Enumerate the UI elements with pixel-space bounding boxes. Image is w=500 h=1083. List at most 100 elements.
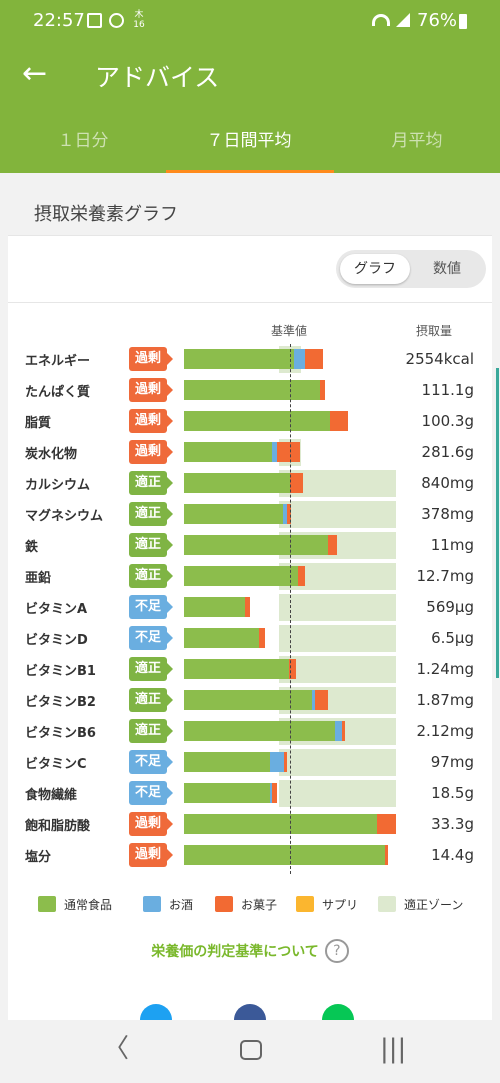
nutrient-name: ビタミンA [25, 602, 88, 617]
status-badge: 過剰 [129, 843, 173, 867]
intake-value: 18.5g [431, 784, 474, 802]
legend-sweets-swatch [215, 896, 233, 912]
nutrient-row: 塩分 過剰 14.4g [8, 840, 492, 871]
nutrient-name: 脂質 [25, 416, 52, 431]
bar-segment-food [184, 442, 272, 462]
nutrient-name: ビタミンB2 [25, 695, 96, 710]
nutrient-name: ビタミンD [25, 633, 88, 648]
nutrient-row: ビタミンA 不足 569μg [8, 592, 492, 623]
status-time: 22:57 [33, 10, 85, 31]
intake-value: 2554kcal [405, 350, 474, 368]
tab-daily[interactable]: １日分 [57, 131, 109, 151]
help-icon[interactable]: ? [324, 939, 349, 963]
legend-food-swatch [38, 896, 56, 912]
nav-back-icon[interactable]: 〈 [103, 1034, 130, 1064]
bar-segment-sweets [245, 597, 250, 617]
card-title: 摂取栄養素グラフ [34, 204, 178, 225]
bar-segment-food [184, 814, 377, 834]
app-bar: ← アドバイス １日分 ７日間平均 月平均 [0, 38, 500, 173]
bar-segment-sweets [328, 535, 337, 555]
bar-segment-sweets [341, 721, 346, 741]
intake-value: 2.12mg [416, 722, 474, 740]
criteria-link[interactable]: 栄養価の判定基準について [151, 944, 319, 960]
nutrient-row: ビタミンB2 適正 1.87mg [8, 685, 492, 716]
nav-home-icon[interactable] [240, 1040, 262, 1060]
legend-alcohol-label: お酒 [169, 898, 194, 912]
wifi-icon [372, 14, 390, 26]
nutrient-row: 食物繊維 不足 18.5g [8, 778, 492, 809]
intake-value: 281.6g [421, 443, 474, 461]
bar-segment-food [184, 721, 335, 741]
reference-header: 基準値 [271, 324, 308, 338]
bar-segment-alcohol [334, 721, 342, 741]
status-badge: 適正 [129, 657, 173, 681]
graph-view-button[interactable]: グラフ [340, 254, 410, 284]
tab-7day-average[interactable]: ７日間平均 [206, 131, 292, 151]
nutrient-row: 脂質 過剰 100.3g [8, 406, 492, 437]
nutrient-row: ビタミンD 不足 6.5μg [8, 623, 492, 654]
bar-segment-food [184, 690, 313, 710]
back-arrow-icon[interactable]: ← [22, 56, 48, 91]
criteria-info[interactable]: 栄養価の判定基準について? [8, 939, 492, 963]
bar-segment-food [184, 659, 289, 679]
bar-segment-food [184, 845, 386, 865]
nutrient-name: 塩分 [25, 850, 52, 865]
bar-segment-food [184, 473, 290, 493]
ideal-zone [279, 501, 396, 528]
status-badge: 適正 [129, 719, 173, 743]
bar-segment-food [184, 597, 246, 617]
bar-segment-sweets [290, 473, 303, 493]
nutrient-name: エネルギー [25, 354, 91, 369]
alarm-icon [109, 13, 124, 28]
bar-segment-sweets [304, 349, 323, 369]
status-badge: 不足 [129, 781, 173, 805]
status-badge: 過剰 [129, 409, 173, 433]
bar-segment-food [184, 566, 299, 586]
view-toggle[interactable]: グラフ 数値 [336, 250, 486, 288]
chart-legend: 通常食品 お酒 お菓子 サプリ 適正ゾーン [38, 894, 478, 918]
nutrient-name: ビタミンB6 [25, 726, 96, 741]
tab-monthly-average[interactable]: 月平均 [391, 131, 443, 151]
status-badge: 不足 [129, 595, 173, 619]
nutrient-row: ビタミンB6 適正 2.12mg [8, 716, 492, 747]
legend-supplement-label: サプリ [322, 898, 359, 912]
bar-segment-sweets [376, 814, 396, 834]
legend-sweets-label: お菓子 [241, 898, 278, 912]
bar-segment-alcohol [271, 442, 278, 462]
bar-segment-food [184, 752, 270, 772]
legend-supplement-swatch [296, 896, 314, 912]
signal-icon [396, 13, 410, 27]
ideal-zone [279, 656, 396, 683]
nutrient-name: ビタミンC [25, 757, 87, 772]
status-badge: 過剰 [129, 347, 173, 371]
intake-value: 111.1g [421, 381, 474, 399]
bar-segment-food [184, 628, 260, 648]
nutrient-name: 亜鉛 [25, 571, 52, 586]
nutrient-row: ビタミンC 不足 97mg [8, 747, 492, 778]
nav-recents-icon[interactable]: ||| [380, 1034, 407, 1064]
nutrient-name: カルシウム [25, 478, 91, 493]
bar-segment-food [184, 504, 283, 524]
navigation-bar: 〈 ||| [0, 1020, 500, 1083]
bar-segment-food [184, 380, 320, 400]
legend-zone-label: 適正ゾーン [404, 898, 464, 912]
nutrient-row: エネルギー 過剰 2554kcal [8, 344, 492, 375]
bar-segment-alcohol [312, 690, 316, 710]
nutrient-row: 鉄 適正 11mg [8, 530, 492, 561]
value-view-button[interactable]: 数値 [433, 261, 461, 277]
intake-value: 1.87mg [416, 691, 474, 709]
nutrient-row: マグネシウム 適正 378mg [8, 499, 492, 530]
intake-value: 12.7mg [416, 567, 474, 585]
scrollbar[interactable] [496, 368, 499, 678]
status-badge: 過剰 [129, 440, 173, 464]
nutrient-name: たんぱく質 [25, 385, 91, 400]
status-bar: 22:57 木 16 76% [0, 0, 500, 38]
intake-value: 1.24mg [416, 660, 474, 678]
bar-segment-sweets [283, 752, 287, 772]
status-badge: 不足 [129, 626, 173, 650]
nutrient-row: 亜鉛 適正 12.7mg [8, 561, 492, 592]
bar-segment-food [184, 349, 295, 369]
status-badge: 過剰 [129, 812, 173, 836]
bar-segment-sweets [286, 504, 292, 524]
bar-segment-alcohol [294, 349, 305, 369]
